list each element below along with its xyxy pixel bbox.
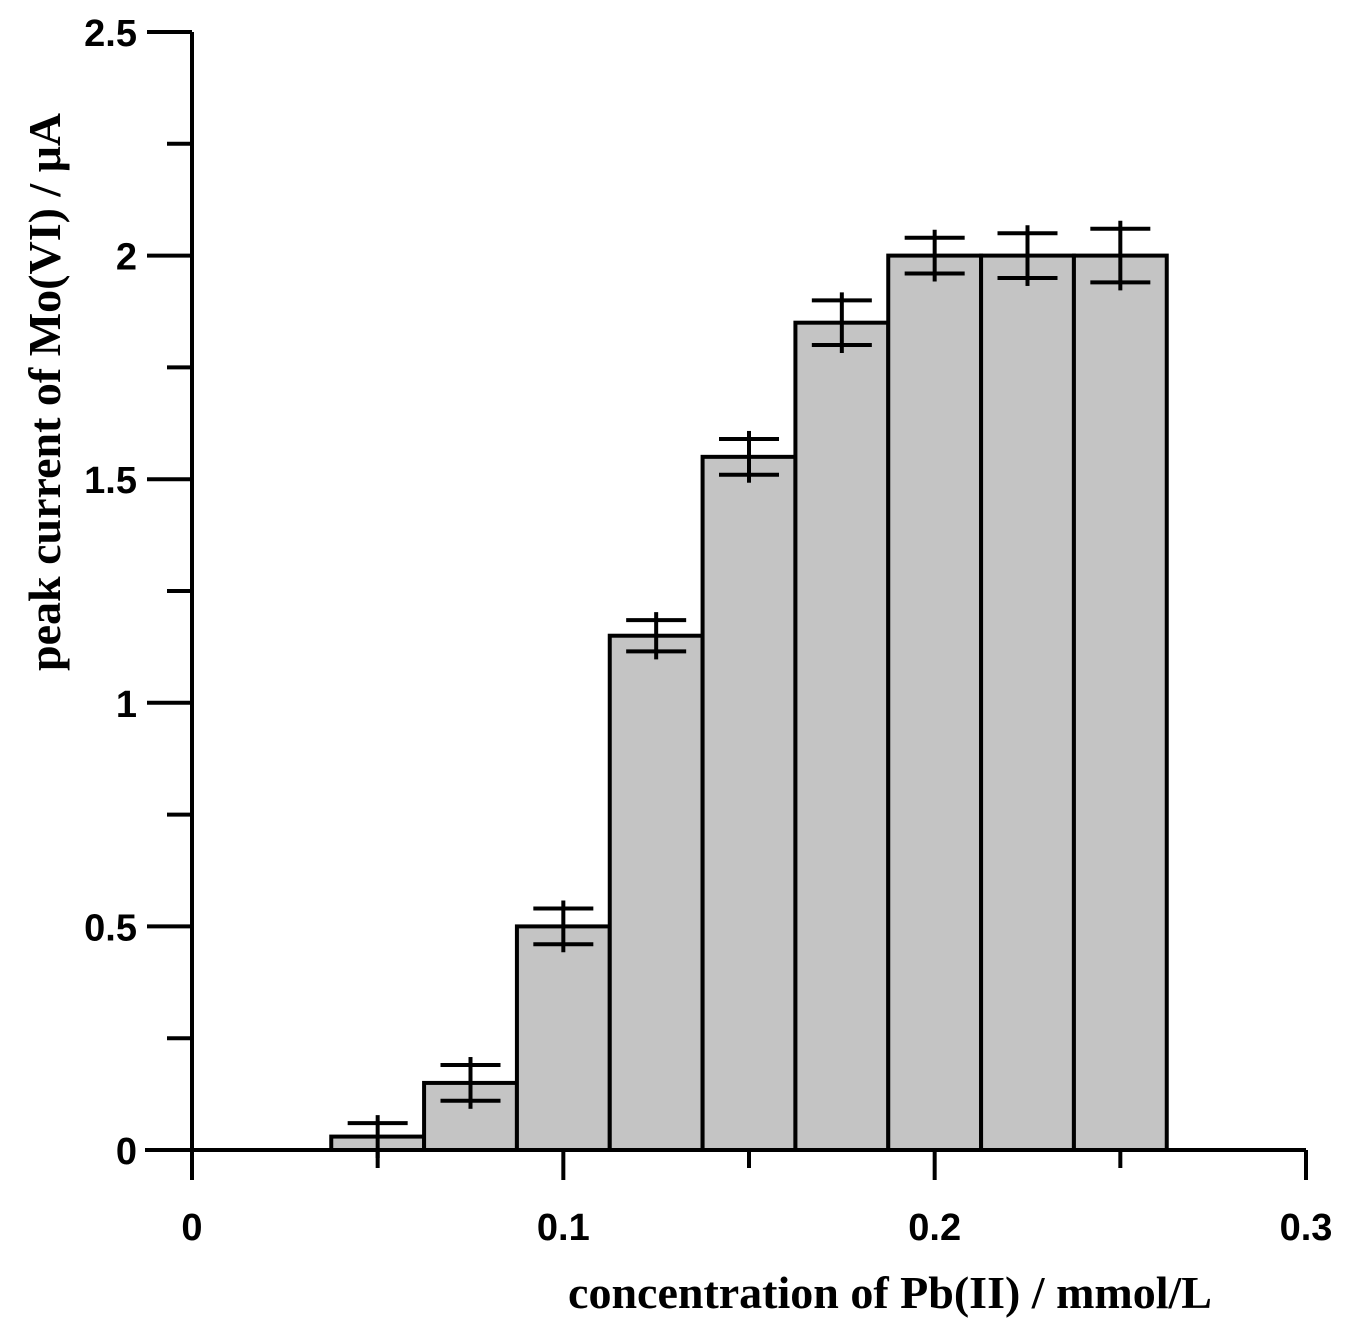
- bar-8: [1071, 253, 1169, 1153]
- x-tick-label-1: 0.1: [537, 1207, 590, 1249]
- y-tick-label-0: 0: [116, 1131, 137, 1173]
- y-tick-label-4: 2: [116, 237, 137, 279]
- error-bar-5: [811, 292, 872, 354]
- y-axis-title: peak current of Mo(VI) / μA: [19, 113, 70, 671]
- error-bar-6: [904, 229, 965, 282]
- error-bar-2: [533, 900, 594, 953]
- ticks: 0 0.5 1 1.5 2 2.5 0 0.1 0.2 0.3: [84, 13, 1332, 1249]
- error-bars: [347, 220, 1151, 1158]
- x-tick-label-0: 0: [181, 1207, 202, 1249]
- bar-2: [514, 924, 612, 1153]
- x-tick-label-2: 0.2: [908, 1207, 961, 1249]
- x-axis-title: concentration of Pb(II) / mmol/L: [568, 1267, 1212, 1318]
- bar-5: [793, 320, 891, 1152]
- y-tick-label-5: 2.5: [84, 13, 137, 55]
- error-bar-8: [1090, 220, 1151, 291]
- bar-7: [979, 253, 1076, 1153]
- y-tick-label-3: 1.5: [84, 460, 137, 502]
- error-bar-7: [997, 225, 1058, 286]
- error-bar-4: [719, 430, 779, 483]
- bars: [329, 253, 1169, 1153]
- error-bar-3: [626, 612, 687, 660]
- x-tick-label-3: 0.3: [1280, 1207, 1333, 1249]
- bar-3: [607, 633, 705, 1152]
- bar-4: [700, 454, 798, 1152]
- y-tick-label-2: 1: [116, 684, 137, 726]
- error-bar-1: [440, 1057, 501, 1109]
- bar-6: [886, 253, 984, 1153]
- y-tick-label-1: 0.5: [84, 907, 137, 949]
